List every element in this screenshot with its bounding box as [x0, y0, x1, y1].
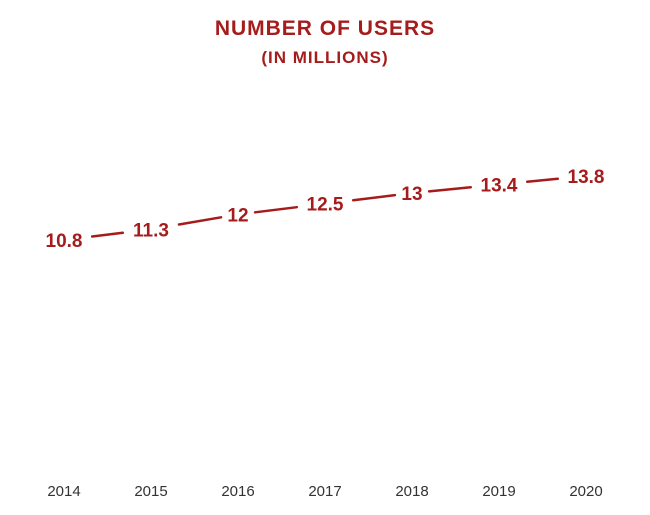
- year-label-2020: 2020: [569, 483, 602, 500]
- year-label-2019: 2019: [482, 483, 515, 500]
- value-labels: 10.8 11.3 12 12.5 13 13.4 13.8: [46, 167, 605, 252]
- line-segment-2018-2019: [427, 186, 472, 193]
- line-segment-2019-2020: [526, 177, 559, 184]
- line-segment-2014-2015: [90, 231, 125, 238]
- value-label-2020: 13.8: [568, 167, 605, 188]
- value-label-2017: 12.5: [307, 195, 344, 216]
- line-segment-2016-2017: [253, 205, 299, 214]
- chart-subtitle: (IN MILLIONS): [261, 48, 389, 67]
- value-label-2018: 13: [401, 184, 422, 205]
- year-label-2017: 2017: [308, 483, 341, 500]
- year-label-2014: 2014: [47, 483, 80, 500]
- stems: [63, 190, 587, 420]
- value-label-2019: 13.4: [481, 176, 518, 197]
- x-axis-tick-labels: 2014 2015 2016 2017 2018 2019 2020: [47, 483, 602, 500]
- value-label-2016: 12: [227, 205, 248, 226]
- chart-title: NUMBER OF USERS: [214, 17, 436, 40]
- year-label-2016: 2016: [221, 483, 254, 500]
- line-segment-2017-2018: [351, 193, 397, 202]
- year-label-2018: 2018: [395, 483, 428, 500]
- value-label-2015: 11.3: [133, 220, 169, 241]
- line-segment-2015-2016: [177, 216, 223, 226]
- line-segments: [90, 177, 559, 238]
- value-label-2014: 10.8: [46, 231, 83, 252]
- year-label-2015: 2015: [134, 483, 167, 500]
